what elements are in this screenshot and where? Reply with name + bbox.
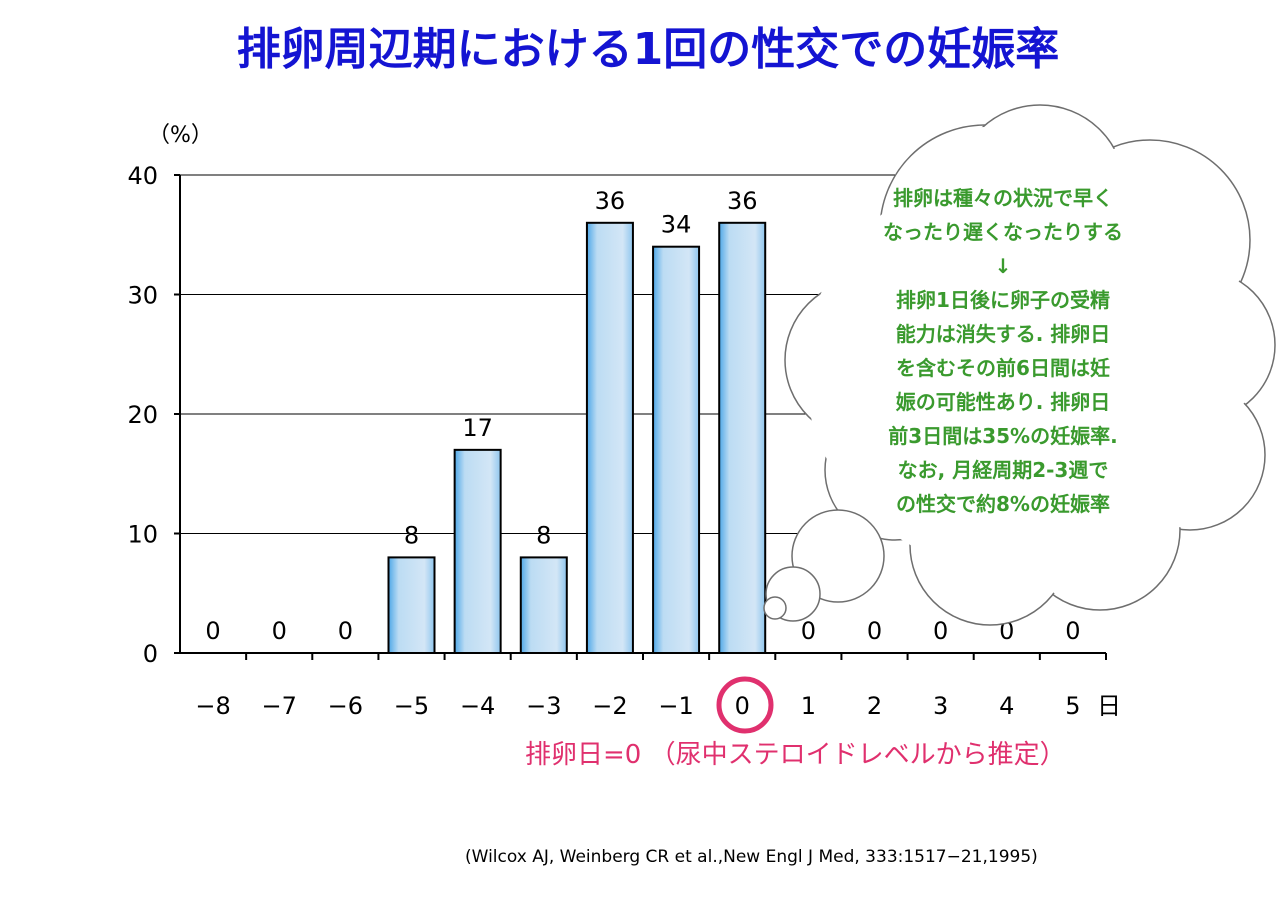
data-label: 36 xyxy=(727,187,758,215)
bar xyxy=(585,221,634,655)
y-tick-label: 40 xyxy=(127,162,158,190)
x-tick-label: −2 xyxy=(592,692,627,720)
data-label: 0 xyxy=(338,617,353,645)
x-tick-label: −5 xyxy=(394,692,429,720)
x-tick-label: 2 xyxy=(867,692,882,720)
x-tick-label: 0 xyxy=(735,692,750,720)
data-label: 36 xyxy=(595,187,626,215)
data-label: 0 xyxy=(801,617,816,645)
x-tick-labels: −8 −7 −6 −5 −4 −3 −2 −1 0 1 2 3 4 5 xyxy=(195,692,1080,720)
x-tick-label: 3 xyxy=(933,692,948,720)
data-label: 8 xyxy=(404,521,419,549)
y-tick-label: 20 xyxy=(127,401,158,429)
thought-bubble: 排卵は種々の状況で早くなったり遅くなったりする ↓ 排卵1日後に卵子の受精能力は消失… xyxy=(763,104,1276,626)
data-label: 0 xyxy=(933,617,948,645)
x-tick-label: 1 xyxy=(801,692,816,720)
axes xyxy=(174,174,1107,660)
data-label: 0 xyxy=(1065,617,1080,645)
thought-bubble-cloud xyxy=(763,104,1276,626)
bar xyxy=(453,448,502,654)
x-tick-label: 5 xyxy=(1065,692,1080,720)
thought-bubble-line: の性交で約8%の妊娠率 xyxy=(896,492,1110,516)
y-tick-label: 30 xyxy=(127,282,158,310)
thought-bubble-line: を含むその前6日間は妊 xyxy=(896,356,1110,380)
data-label: 0 xyxy=(867,617,882,645)
x-tick-label: 4 xyxy=(999,692,1014,720)
data-label: 8 xyxy=(536,521,551,549)
thought-bubble-line: ↓ xyxy=(995,254,1012,278)
thought-bubble-line: 前3日間は35%の妊娠率. xyxy=(888,424,1117,448)
thought-bubble-line: 排卵1日後に卵子の受精 xyxy=(896,288,1110,312)
bar xyxy=(718,221,767,655)
chart-title: 排卵周辺期における1回の性交での妊娠率 xyxy=(237,24,1060,75)
y-tick-label: 0 xyxy=(143,640,158,668)
y-tick-labels: 0 10 20 30 40 xyxy=(127,162,158,668)
thought-bubble-line: 能力は消失する. 排卵日 xyxy=(896,322,1111,346)
bar xyxy=(652,245,701,654)
ovulation-day-highlight-circle xyxy=(716,676,774,734)
bar xyxy=(519,556,568,655)
data-label: 34 xyxy=(661,211,692,239)
x-tick-label: −1 xyxy=(658,692,693,720)
thought-bubble-line: なお, 月経周期2-3週で xyxy=(898,458,1109,482)
thought-bubble-line: なったり遅くなったりする xyxy=(883,220,1123,244)
x-axis-unit-label: 日 xyxy=(1097,692,1121,720)
data-label: 0 xyxy=(205,617,220,645)
data-label: 0 xyxy=(272,617,287,645)
citation: (Wilcox AJ, Weinberg CR et al.,New Engl … xyxy=(465,847,1038,867)
x-tick-label: −8 xyxy=(195,692,230,720)
x-tick-label: −7 xyxy=(262,692,297,720)
x-tick-label: −4 xyxy=(460,692,495,720)
y-tick-label: 10 xyxy=(127,521,158,549)
thought-bubble-line: 娠の可能性あり. 排卵日 xyxy=(896,390,1111,414)
thought-bubble-text: 排卵は種々の状況で早くなったり遅くなったりする ↓ 排卵1日後に卵子の受精能力は消失… xyxy=(883,186,1123,516)
bar xyxy=(387,556,436,655)
x-tick-label: −3 xyxy=(526,692,561,720)
data-label: 17 xyxy=(462,414,493,442)
x-tick-label: −6 xyxy=(328,692,363,720)
thought-bubble-line: 排卵は種々の状況で早く xyxy=(893,186,1113,210)
ovulation-note: 排卵日=0 （尿中ステロイドレベルから推定） xyxy=(525,740,1066,770)
y-axis-unit-label: （%） xyxy=(148,123,213,148)
bars xyxy=(387,221,767,655)
